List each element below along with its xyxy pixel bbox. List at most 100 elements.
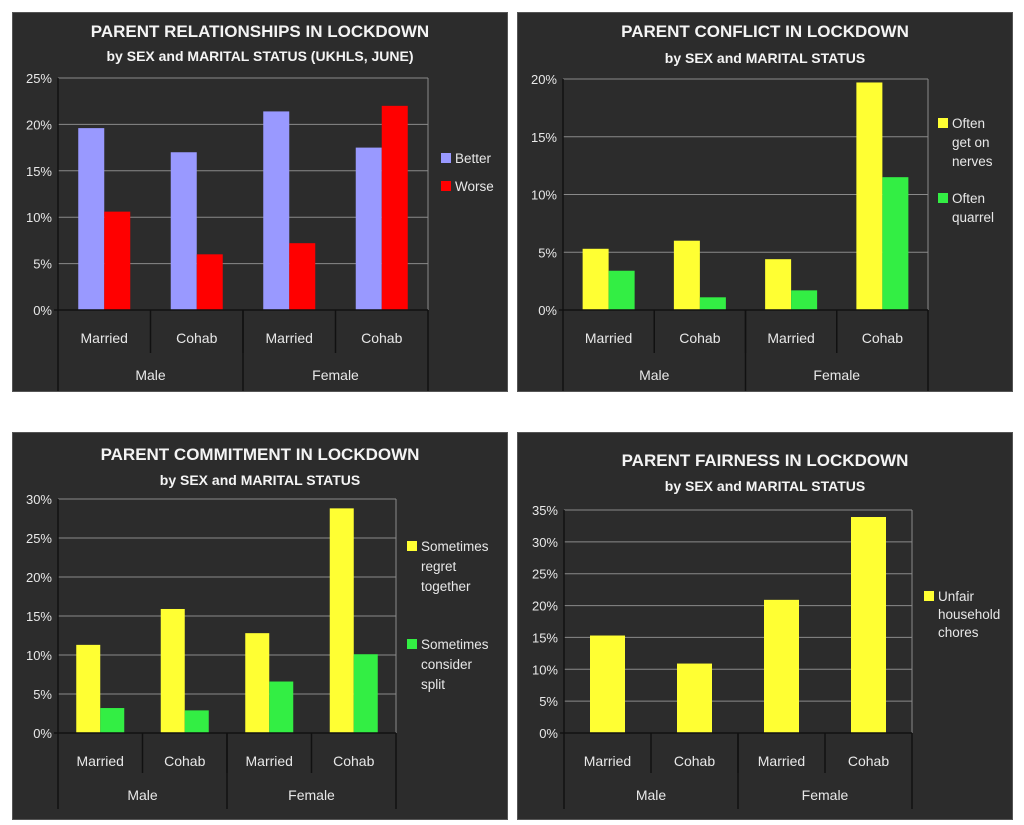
legend-label: consider	[421, 657, 473, 672]
x-category-label: Married	[767, 330, 814, 346]
legend-swatch	[938, 193, 948, 203]
x-category-label: Cohab	[848, 753, 889, 769]
y-tick-label: 0%	[33, 726, 52, 741]
bar-sometimes-regret-together	[76, 644, 101, 733]
y-tick-label: 0%	[538, 303, 557, 318]
bar-often-quarrel	[882, 177, 909, 310]
bar-unfair-household-chores	[851, 517, 886, 733]
bar-sometimes-consider-split	[353, 654, 378, 733]
x-category-label: Cohab	[679, 330, 720, 346]
legend-label: household	[938, 607, 1000, 622]
bar-often-get-on-nerves	[673, 240, 700, 310]
bar-unfair-household-chores	[677, 663, 712, 733]
legend-label: Often	[952, 116, 985, 131]
legend-label: get on	[952, 135, 990, 150]
y-tick-label: 5%	[33, 687, 52, 702]
y-tick-label: 15%	[531, 130, 557, 145]
chart-title: PARENT COMMITMENT IN LOCKDOWN	[100, 445, 420, 464]
legend-label: Better	[455, 151, 492, 166]
legend-label: chores	[938, 625, 979, 640]
bar-worse	[104, 211, 131, 310]
bar-better	[355, 147, 382, 310]
bar-better	[263, 111, 290, 311]
y-tick-label: 10%	[26, 648, 52, 663]
chart-subtitle: by SEX and MARITAL STATUS	[664, 50, 866, 66]
x-category-label: Married	[585, 330, 632, 346]
x-category-label: Married	[77, 753, 124, 769]
chart-panel-fairness: PARENT FAIRNESS IN LOCKDOWN by SEX and M…	[517, 432, 1013, 820]
chart-svg: 0% 5% 10% 15% 20% 25% 30% 35% Married Cohab Marrie…	[532, 503, 1000, 809]
y-tick-label: 10%	[532, 662, 558, 677]
y-tick-label: 0%	[33, 303, 52, 318]
y-tick-label: 30%	[532, 535, 558, 550]
chart-title: PARENT RELATIONSHIPS IN LOCKDOWN	[90, 22, 430, 41]
chart-subtitle: by SEX and MARITAL STATUS	[159, 472, 361, 488]
legend-swatch	[938, 118, 948, 128]
bar-often-get-on-nerves	[765, 259, 792, 310]
y-tick-label: 0%	[539, 726, 558, 741]
x-category-label: Married	[246, 753, 293, 769]
bar-worse	[289, 243, 316, 310]
x-category-label: Cohab	[164, 753, 205, 769]
bar-often-get-on-nerves	[582, 248, 609, 310]
chart-title: PARENT CONFLICT IN LOCKDOWN	[621, 22, 909, 41]
y-tick-label: 25%	[26, 71, 52, 86]
chart-svg: 0% 5% 10% 15% 20% 25% 30% Married Cohab Married Co…	[26, 492, 489, 809]
y-tick-label: 20%	[26, 570, 52, 585]
y-tick-label: 20%	[531, 72, 557, 87]
y-tick-label: 15%	[26, 609, 52, 624]
x-group-label: Female	[288, 787, 335, 803]
chart-panel-relationships: PARENT RELATIONSHIPS IN LOCKDOWN by SEX …	[12, 12, 508, 392]
y-tick-label: 25%	[532, 567, 558, 582]
chart-title: PARENT FAIRNESS IN LOCKDOWN	[621, 451, 909, 470]
x-category-label: Married	[758, 753, 805, 769]
bar-better	[78, 128, 105, 310]
legend-label: split	[421, 677, 445, 692]
bar-sometimes-regret-together	[329, 508, 354, 733]
legend-label: Sometimes	[421, 637, 489, 652]
bar-often-get-on-nerves	[856, 82, 883, 310]
chart-svg: 0% 5% 10% 15% 20% Married Cohab Married Cohab Mal…	[531, 72, 994, 391]
y-tick-label: 5%	[538, 245, 557, 260]
bar-often-quarrel	[791, 290, 818, 310]
legend-swatch	[441, 181, 451, 191]
y-tick-label: 25%	[26, 531, 52, 546]
legend-label: Sometimes	[421, 539, 489, 554]
bar-often-quarrel	[699, 297, 726, 310]
legend-label: Unfair	[938, 589, 975, 604]
legend-label: regret	[421, 559, 457, 574]
legend-label: Often	[952, 191, 985, 206]
bar-worse	[196, 254, 223, 310]
y-tick-label: 30%	[26, 492, 52, 507]
x-category-label: Cohab	[333, 753, 374, 769]
chart-panel-commitment: PARENT COMMITMENT IN LOCKDOWN by SEX and…	[12, 432, 508, 820]
y-tick-label: 15%	[26, 164, 52, 179]
x-group-label: Male	[135, 367, 166, 383]
y-tick-label: 20%	[532, 599, 558, 614]
bar-unfair-household-chores	[764, 599, 799, 733]
legend-label: quarrel	[952, 210, 994, 225]
y-tick-label: 20%	[26, 117, 52, 132]
bar-unfair-household-chores	[590, 635, 625, 733]
legend-swatch	[924, 591, 934, 601]
chart-svg: 0% 5% 10% 15% 20% 25% Married Cohab Married Cohab…	[26, 71, 494, 391]
legend-label: Worse	[455, 179, 494, 194]
x-group-label: Female	[813, 367, 860, 383]
y-tick-label: 5%	[33, 257, 52, 272]
bar-sometimes-regret-together	[160, 608, 185, 733]
x-group-label: Female	[312, 367, 359, 383]
chart-subtitle: by SEX and MARITAL STATUS	[664, 478, 866, 494]
y-tick-label: 5%	[539, 694, 558, 709]
bar-worse	[381, 105, 408, 310]
legend-swatch	[441, 153, 451, 163]
x-category-label: Cohab	[674, 753, 715, 769]
x-category-label: Married	[266, 330, 313, 346]
bar-sometimes-consider-split	[100, 708, 125, 733]
y-tick-label: 35%	[532, 503, 558, 518]
y-tick-label: 15%	[532, 630, 558, 645]
x-category-label: Cohab	[176, 330, 217, 346]
bar-often-quarrel	[608, 270, 635, 310]
chart-subtitle: by SEX and MARITAL STATUS (UKHLS, JUNE)	[106, 48, 414, 64]
x-category-label: Married	[81, 330, 128, 346]
legend-label: nerves	[952, 154, 993, 169]
